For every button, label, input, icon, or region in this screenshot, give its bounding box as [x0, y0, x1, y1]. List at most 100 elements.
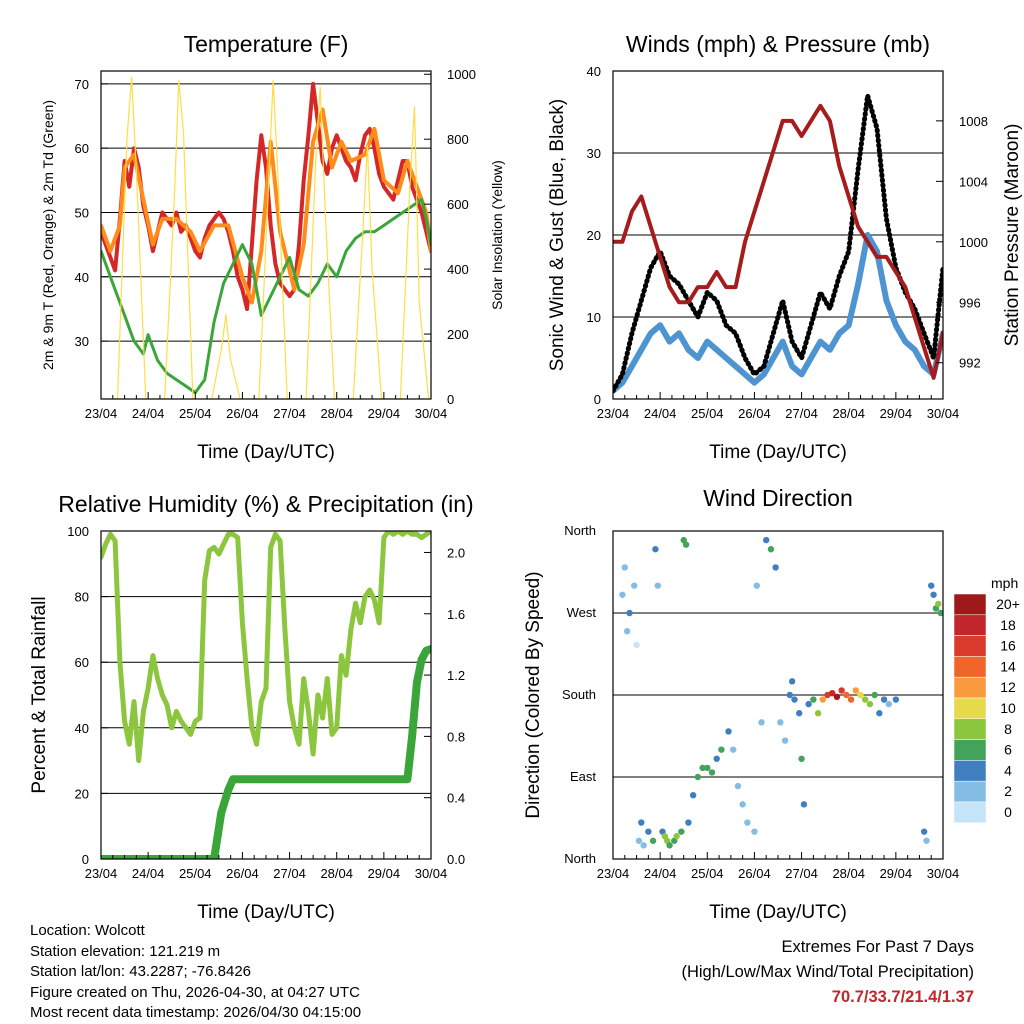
- legend-label: 8: [1004, 721, 1012, 737]
- y2-tick-label: 200: [447, 327, 469, 342]
- x-tick-label: 23/04: [597, 866, 630, 881]
- x-tick-label: 30/04: [927, 866, 960, 881]
- wind-dir-point: [937, 609, 943, 617]
- x-tick-label: 28/04: [320, 866, 353, 881]
- x-tick-label: 24/04: [132, 406, 165, 421]
- legend-label: 4: [1004, 762, 1012, 778]
- series-line-9m-t: [101, 107, 431, 305]
- x-tick-label: 29/04: [880, 866, 913, 881]
- y2-tick-label: 1000: [959, 235, 988, 250]
- y-axis-label: Direction (Colored By Speed): [523, 571, 544, 818]
- wind-dir-point: [819, 696, 826, 703]
- wind-dir-point: [682, 541, 690, 548]
- x-tick-label: 30/04: [415, 866, 448, 881]
- x-axis-label: Time (Day/UTC): [709, 442, 847, 463]
- wind-dir-point: [786, 691, 793, 699]
- y2-axis-label: Station Pressure (Maroon): [1002, 124, 1023, 347]
- y-tick-label: 70: [75, 77, 89, 92]
- legend-swatch: [953, 635, 987, 657]
- legend-label: 10: [1000, 700, 1016, 716]
- series-line-solar-insolation: [101, 76, 431, 399]
- wind-dir-point: [708, 769, 716, 776]
- plot-area: [613, 93, 943, 394]
- legend-swatch: [953, 614, 987, 636]
- x-tick-label: 26/04: [738, 866, 771, 881]
- x-tick-label: 30/04: [927, 406, 960, 421]
- wind-dir-point: [685, 819, 692, 826]
- wind-dir-point: [885, 700, 892, 708]
- x-axis-label: Time (Day/UTC): [197, 442, 335, 463]
- x-tick-label: 23/04: [597, 406, 630, 421]
- wind-dir-point: [876, 710, 883, 717]
- y-axis-label: Percent & Total Rainfall: [29, 596, 50, 793]
- x-axis-label: Time (Day/UTC): [709, 902, 847, 923]
- legend-swatch: [953, 697, 987, 720]
- x-tick-label: 27/04: [785, 406, 818, 421]
- wind-dir-point: [772, 564, 779, 571]
- station-latlon: Station lat/lon: 43.2287; -76.8426: [30, 963, 252, 980]
- y-tick-label: East: [570, 769, 596, 784]
- wind-dir-point: [767, 546, 775, 553]
- wind-dir-point: [866, 700, 874, 708]
- legend-swatch: [953, 656, 987, 678]
- y2-tick-label: 0: [447, 392, 454, 407]
- x-tick-label: 25/04: [179, 866, 212, 881]
- wind-dir-point: [645, 828, 652, 835]
- y-tick-label: 100: [67, 524, 89, 539]
- legend-label: 16: [1000, 638, 1016, 654]
- wind-dir-point: [673, 833, 680, 840]
- extremes-subtitle: (High/Low/Max Wind/Total Precipitation): [681, 963, 974, 981]
- x-tick-label: 28/04: [832, 406, 865, 421]
- y2-tick-label: 0.8: [447, 729, 465, 744]
- wind-dir-point: [814, 710, 822, 717]
- series-line-relative-humidity: [101, 531, 431, 764]
- legend-swatch: [953, 676, 987, 699]
- x-tick-label: 25/04: [691, 406, 724, 421]
- x-tick-label: 28/04: [832, 866, 865, 881]
- y2-tick-label: 1008: [959, 114, 988, 129]
- x-tick-label: 23/04: [85, 866, 118, 881]
- wind-dir-point: [935, 600, 942, 608]
- wind-dir-point: [734, 782, 742, 790]
- wind-dir-point: [678, 828, 685, 835]
- y-tick-label: 40: [75, 270, 89, 285]
- wind-dir-point: [871, 691, 878, 699]
- wind-dir-point: [829, 689, 836, 697]
- wind-dir-point: [920, 828, 928, 835]
- wind-dir-point: [788, 678, 796, 685]
- wind-dir-point: [862, 696, 869, 703]
- chart-title: Temperature (F): [184, 31, 349, 57]
- recent-timestamp: Most recent data timestamp: 2026/04/30 0…: [30, 1004, 362, 1021]
- y-tick-label: North: [564, 851, 596, 866]
- wind-dir-point: [892, 696, 900, 703]
- station-elevation: Station elevation: 121.219 m: [30, 942, 221, 960]
- legend-label: 14: [1000, 658, 1016, 674]
- station-info: Location: Wolcott Station elevation: 121…: [30, 921, 361, 1024]
- legend-label: 18: [1000, 617, 1016, 633]
- x-tick-label: 27/04: [273, 866, 306, 881]
- y2-tick-label: 400: [447, 262, 469, 277]
- wind-dir-point: [725, 728, 732, 735]
- y-tick-label: 10: [587, 310, 601, 325]
- y-tick-label: 60: [75, 141, 89, 156]
- y-tick-label: 0: [594, 392, 601, 407]
- y2-tick-label: 1004: [959, 174, 988, 189]
- wind-dir-point: [654, 582, 661, 589]
- y2-tick-label: 600: [447, 197, 469, 212]
- series-line-station-pressure: [613, 103, 943, 380]
- wind-dir-point: [777, 719, 784, 726]
- wind-dir-point: [640, 842, 647, 849]
- y-tick-label: 20: [75, 786, 89, 801]
- wind-dir-point: [751, 828, 758, 835]
- wind-dir-point: [713, 755, 720, 762]
- y-tick-label: 80: [75, 590, 89, 605]
- legend-swatch: [953, 739, 987, 761]
- y-tick-label: South: [562, 687, 596, 702]
- legend-label: 20+: [996, 596, 1020, 612]
- legend-swatch: [953, 593, 987, 616]
- extremes-box: Extremes For Past 7 Days (High/Low/Max W…: [681, 935, 974, 1010]
- x-axis-label: Time (Day/UTC): [197, 902, 335, 923]
- wind-dir-point: [631, 582, 638, 589]
- figure-created: Figure created on Thu, 2026-04-30, at 04…: [30, 983, 360, 1001]
- wind-dir-point: [704, 764, 711, 772]
